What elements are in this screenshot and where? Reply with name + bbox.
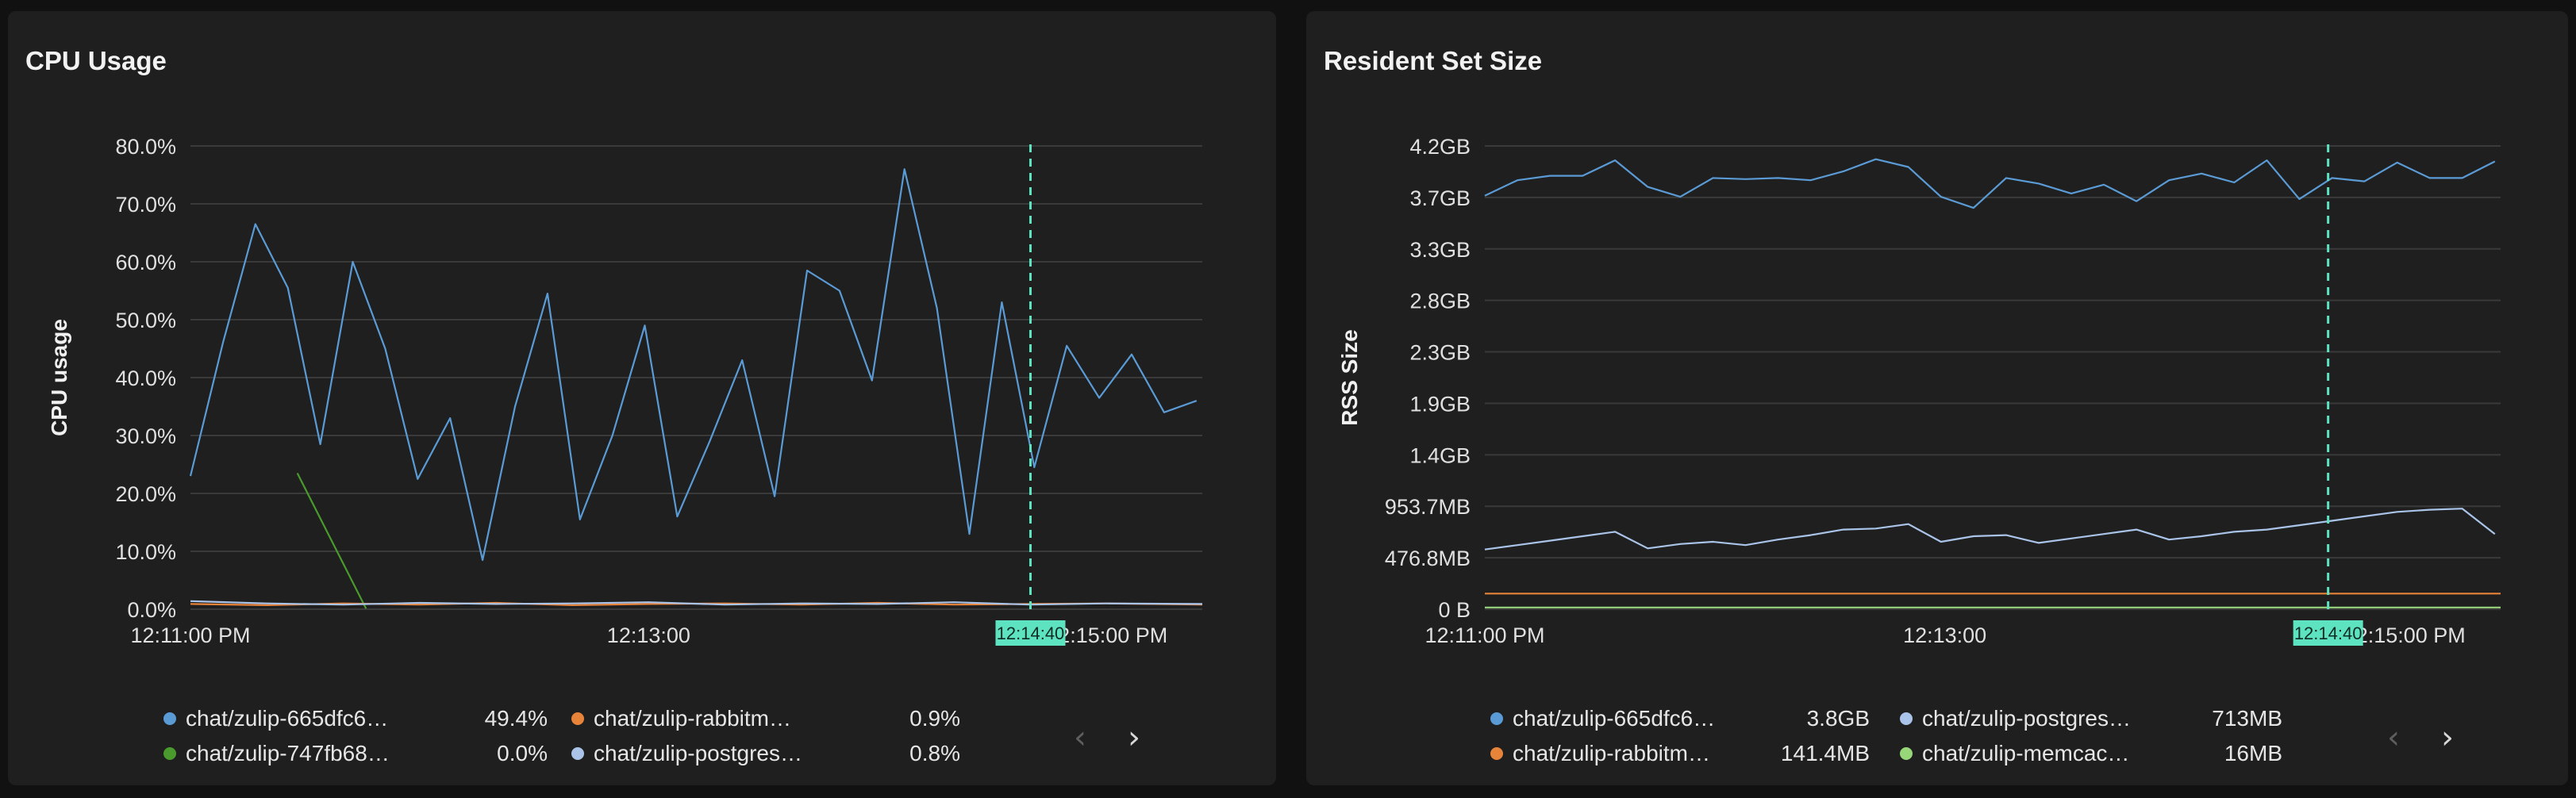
crosshair-time-label: 12:14:40 xyxy=(997,623,1065,643)
series-line xyxy=(1484,508,2496,551)
legend-series-name: chat/zulip-rabbitm… xyxy=(594,706,791,731)
legend-item[interactable]: chat/zulip-postgres… xyxy=(571,741,802,766)
legend-series-value: 0.9% xyxy=(909,706,960,731)
legend-series-value: 0.8% xyxy=(909,741,960,765)
y-tick-label: 476.8MB xyxy=(1385,547,1471,570)
x-tick-label: 12:13:00 xyxy=(607,623,690,646)
legend-prev-page-button[interactable]: ‹ xyxy=(1074,719,1086,756)
y-tick-label: 1.4GB xyxy=(1409,443,1471,467)
legend-item[interactable]: chat/zulip-postgres… xyxy=(1900,706,2131,731)
legend-item[interactable]: chat/zulip-rabbitm… xyxy=(571,706,791,731)
x-tick-label: 12:15:00 PM xyxy=(2344,623,2466,646)
y-tick-label: 3.7GB xyxy=(1409,186,1471,210)
cpu-usage-chart[interactable]: 0.0% 10.0% 20.0% 30.0% 40.0% 50.0% 60.0% 70.0% 8… xyxy=(8,11,1276,646)
legend-series-value: 16MB xyxy=(2224,741,2282,765)
legend-series-name: chat/zulip-memcac… xyxy=(1922,741,2130,765)
y-tick-label: 40.0% xyxy=(115,366,176,390)
legend-series-name: chat/zulip-postgres… xyxy=(1922,706,2132,731)
series-line xyxy=(190,600,1203,606)
y-tick-label: 70.0% xyxy=(115,193,176,217)
x-tick-label: 12:11:00 PM xyxy=(130,623,250,646)
legend-series-value: 3.8GB xyxy=(1806,706,1870,731)
legend-prev-page-button[interactable]: ‹ xyxy=(2387,719,2400,756)
rss-size-chart[interactable]: 0 B 476.8MB 953.7MB 1.4GB 1.9GB 2.3GB 2.8GB 3.3… xyxy=(1306,11,2568,646)
legend-item[interactable]: chat/zulip-665dfc6… xyxy=(163,706,388,731)
y-axis-label: RSS Size xyxy=(1337,329,1362,425)
panel-title: Resident Set Size xyxy=(1324,46,1543,75)
crosshair-time-badge xyxy=(995,620,1066,646)
series-color-dot xyxy=(1900,747,1913,760)
y-axis-label: CPU usage xyxy=(47,319,71,436)
y-tick-label: 20.0% xyxy=(115,482,176,506)
series-color-dot xyxy=(571,712,584,725)
legend-item[interactable]: chat/zulip-memcac… xyxy=(1900,741,2129,766)
series-color-dot xyxy=(1490,712,1503,725)
series-line xyxy=(189,168,1198,562)
series-color-dot xyxy=(1490,747,1503,760)
y-tick-label: 80.0% xyxy=(115,135,176,159)
legend-item[interactable]: chat/zulip-747fb68… xyxy=(163,741,390,766)
y-tick-label: 0 B xyxy=(1438,598,1471,622)
legend-series-value: 141.4MB xyxy=(1780,741,1870,765)
legend-item[interactable]: chat/zulip-665dfc6… xyxy=(1490,706,1715,731)
series-line xyxy=(296,473,367,609)
legend-series-value: 49.4% xyxy=(484,706,548,731)
panel-title: CPU Usage xyxy=(25,46,167,75)
x-tick-label: 12:13:00 xyxy=(1903,623,1986,646)
legend-series-name: chat/zulip-postgres… xyxy=(594,741,803,765)
y-tick-label: 50.0% xyxy=(115,309,176,332)
legend-series-name: chat/zulip-665dfc6… xyxy=(1513,706,1716,731)
legend-series-value: 713MB xyxy=(2212,706,2282,731)
series-color-dot xyxy=(163,712,176,725)
legend-series-value: 0.0% xyxy=(497,741,548,765)
legend-item[interactable]: chat/zulip-rabbitm… xyxy=(1490,741,1710,766)
y-tick-label: 0.0% xyxy=(127,598,176,622)
crosshair-time-label: 12:14:40 xyxy=(2294,623,2363,643)
legend-next-page-button[interactable]: › xyxy=(2441,719,2454,756)
series-color-dot xyxy=(571,747,584,760)
legend-series-name: chat/zulip-665dfc6… xyxy=(186,706,389,731)
y-tick-label: 1.9GB xyxy=(1409,392,1471,416)
x-tick-label: 12:11:00 PM xyxy=(1424,623,1544,646)
cpu-usage-panel: CPU Usage 0.0% 10.0% 20.0% 30.0% 40.0% 50.0% 6… xyxy=(8,11,1276,785)
legend-next-page-button[interactable]: › xyxy=(1128,719,1140,756)
series-line xyxy=(1484,158,2496,209)
y-tick-label: 953.7MB xyxy=(1385,495,1471,519)
y-tick-label: 10.0% xyxy=(115,540,176,564)
y-tick-label: 4.2GB xyxy=(1409,135,1471,159)
y-tick-label: 30.0% xyxy=(115,424,176,448)
y-tick-label: 2.8GB xyxy=(1409,290,1471,313)
resident-set-size-panel: Resident Set Size 0 B 476.8MB 953.7MB 1.4GB… xyxy=(1306,11,2568,785)
legend-series-name: chat/zulip-747fb68… xyxy=(186,741,390,765)
legend-series-name: chat/zulip-rabbitm… xyxy=(1513,741,1710,765)
y-tick-label: 2.3GB xyxy=(1409,341,1471,365)
crosshair-time-badge xyxy=(2293,620,2363,646)
y-tick-label: 3.3GB xyxy=(1409,238,1471,262)
series-color-dot xyxy=(163,747,176,760)
y-tick-label: 60.0% xyxy=(115,251,176,274)
x-tick-label: 12:15:00 PM xyxy=(1046,623,1167,646)
series-color-dot xyxy=(1900,712,1913,725)
